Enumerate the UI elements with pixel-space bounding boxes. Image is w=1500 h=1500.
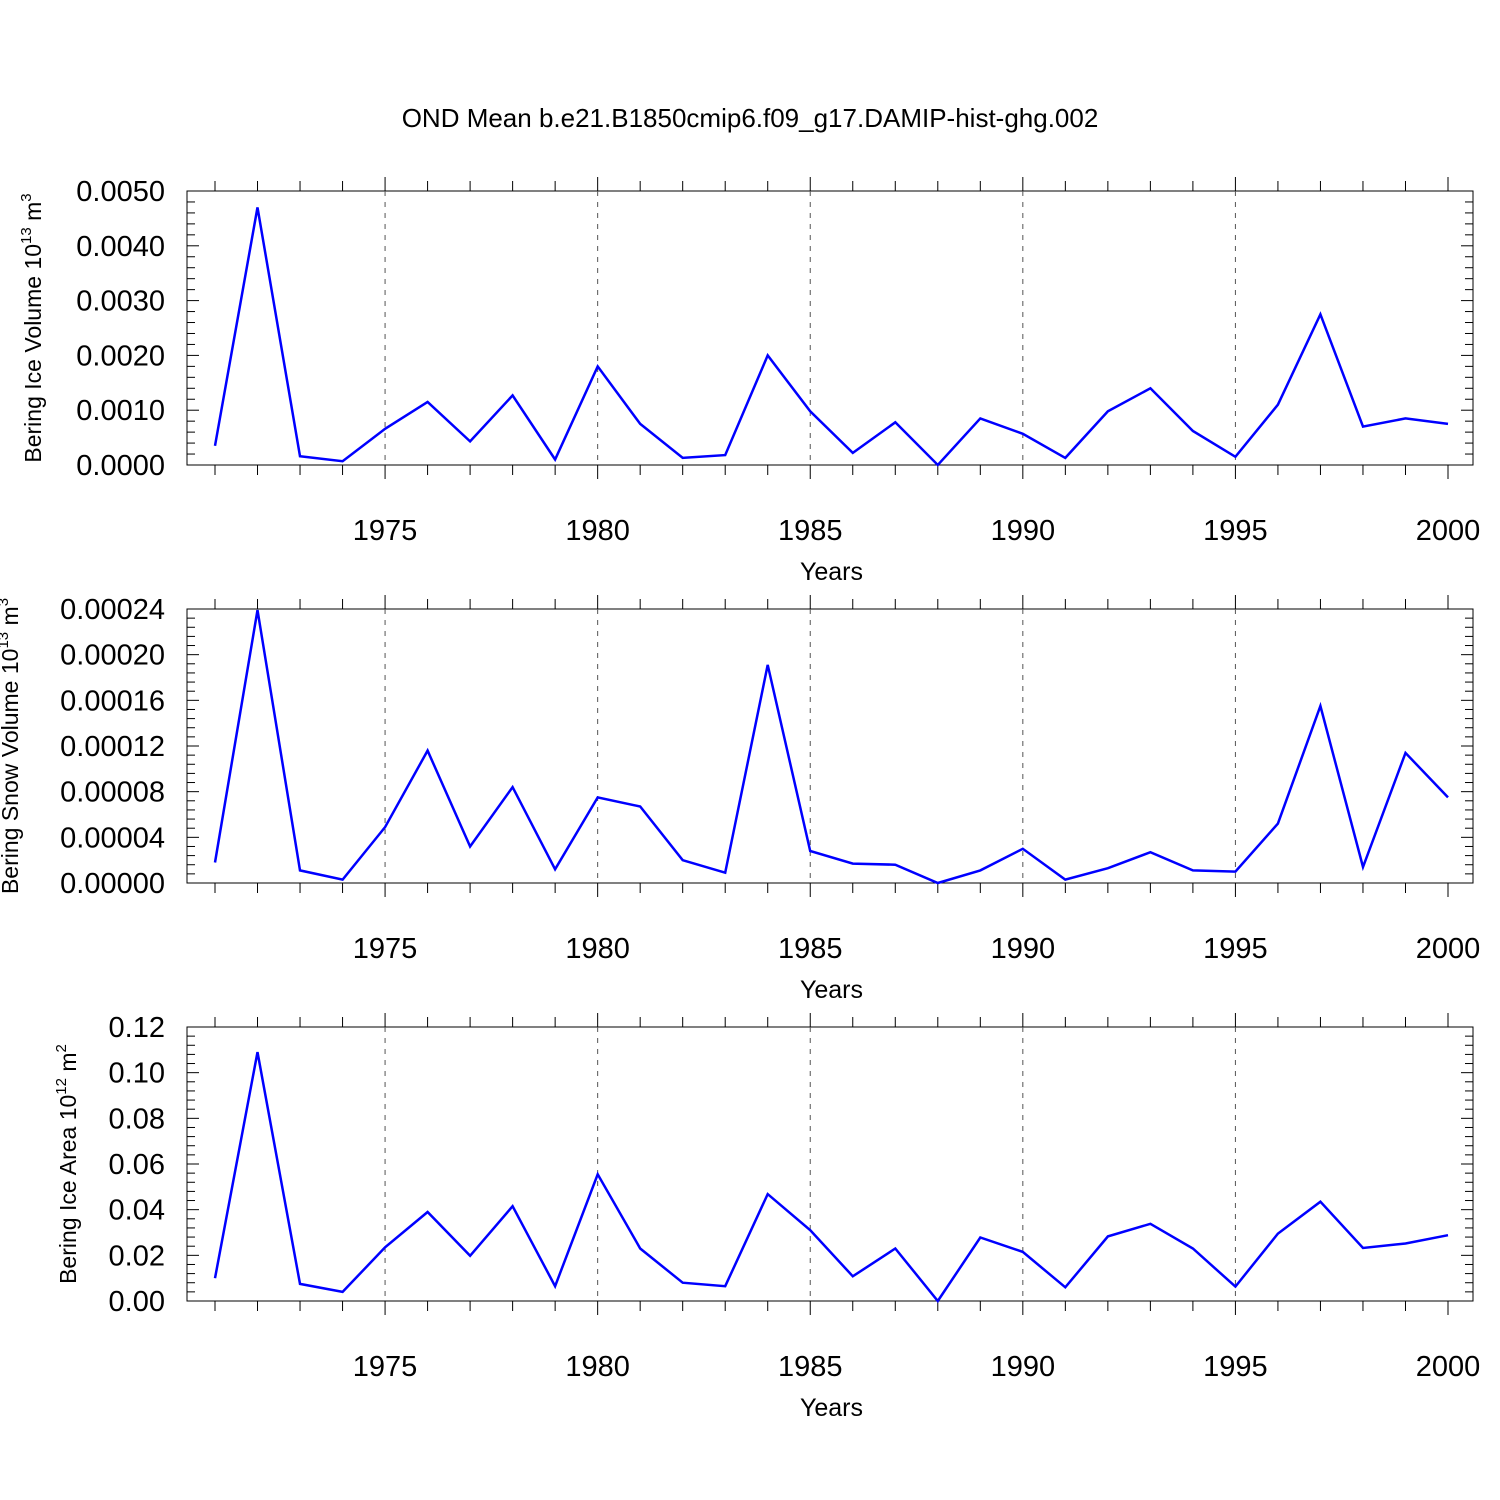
y-tick-label: 0.00016 (60, 685, 165, 717)
y-tick-label: 0.00008 (60, 777, 165, 809)
x-tick-label: 1995 (1203, 933, 1268, 965)
y-tick-label: 0.04 (109, 1195, 165, 1227)
y-tick-label: 0.0050 (76, 176, 165, 208)
chart-panel-2: 1975 1980 1985 1990 1995 2000 0.00000 0.00004 0.… (0, 594, 1480, 1004)
x-tick-label: 1985 (778, 515, 843, 547)
x-tick-label: 1975 (353, 933, 418, 965)
series-line (213, 609, 1449, 885)
chart-panel-3: 1975 1980 1985 1990 1995 2000 0.00 0.02 0.04 0.06… (53, 1012, 1480, 1422)
x-tick-label: 1990 (991, 515, 1056, 547)
x-tick-label: 1980 (565, 933, 630, 965)
y-tick-label: 0.00020 (60, 640, 165, 672)
y-tick-label: 0.08 (109, 1103, 165, 1135)
y-tick-label: 0.00024 (60, 594, 165, 626)
x-tick-label: 1985 (778, 933, 843, 965)
y-tick-label: 0.06 (109, 1149, 165, 1181)
plot-frame (186, 1026, 1474, 1302)
x-tick-label: 1995 (1203, 1351, 1268, 1383)
x-tick-label: 2000 (1416, 515, 1481, 547)
y-tick-label: 0.0040 (76, 231, 165, 263)
y-tick-label: 0.0030 (76, 286, 165, 318)
y-tick-label: 0.12 (109, 1012, 165, 1044)
y-axis-title: Bering Snow Volume 1013 m3 (0, 598, 23, 894)
x-tick-label: 1975 (353, 515, 418, 547)
y-tick-label: 0.00012 (60, 731, 165, 763)
x-tick-label: 2000 (1416, 933, 1481, 965)
y-axis-title: Bering Ice Area 1012 m2 (53, 1044, 81, 1284)
y-tick-label: 0.10 (109, 1058, 165, 1090)
x-tick-label: 1980 (565, 515, 630, 547)
y-tick-label: 0.00000 (60, 868, 165, 900)
y-tick-label: 0.02 (109, 1240, 165, 1272)
chart-panels: 1975 1980 1985 1990 1995 2000 0.0000 0.0010 0.00… (0, 176, 1480, 1422)
y-tick-label: 0.0020 (76, 340, 165, 372)
figure-title: OND Mean b.e21.B1850cmip6.f09_g17.DAMIP-… (402, 103, 1099, 133)
y-tick-label: 0.00 (109, 1286, 165, 1318)
plot-frame (186, 190, 1474, 466)
x-tick-label: 1995 (1203, 515, 1268, 547)
chart-panel-1: 1975 1980 1985 1990 1995 2000 0.0000 0.0010 0.00… (18, 176, 1480, 586)
y-tick-label: 0.0000 (76, 450, 165, 482)
plot-frame (186, 608, 1474, 884)
x-axis-title: Years (800, 558, 863, 586)
x-axis-title: Years (800, 976, 863, 1004)
x-tick-label: 1975 (353, 1351, 418, 1383)
x-tick-label: 1990 (991, 933, 1056, 965)
y-tick-label: 0.0010 (76, 395, 165, 427)
x-tick-label: 1985 (778, 1351, 843, 1383)
y-tick-label: 0.00004 (60, 822, 165, 854)
y-axis-title: Bering Ice Volume 1013 m3 (18, 193, 46, 462)
series-line (213, 1051, 1449, 1304)
series-line (213, 207, 1449, 467)
x-tick-label: 1990 (991, 1351, 1056, 1383)
x-tick-label: 1980 (565, 1351, 630, 1383)
x-tick-label: 2000 (1416, 1351, 1481, 1383)
x-axis-title: Years (800, 1394, 863, 1422)
